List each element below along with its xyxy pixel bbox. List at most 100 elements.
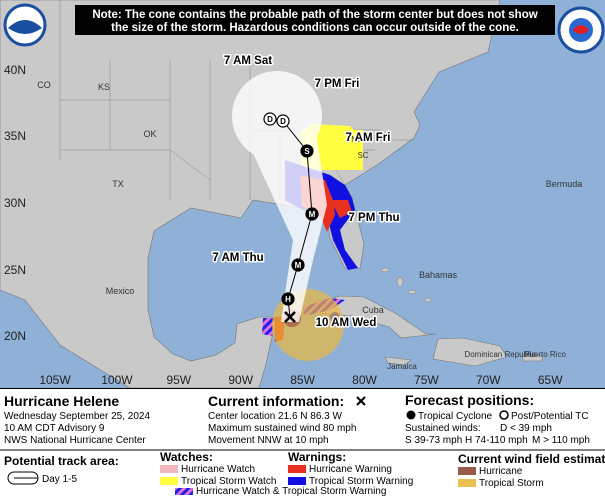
hurricane-watch-and-tropical-storm-warning <box>262 318 274 336</box>
place-label: OK <box>143 129 156 139</box>
place-label: NC <box>351 135 363 144</box>
ts-watch-swatch <box>160 477 178 485</box>
forecast-time: 10 AM Wed <box>316 317 377 329</box>
forecast-point <box>276 114 290 128</box>
longitude-label: 95W <box>166 373 191 387</box>
place-label: SC <box>357 151 368 160</box>
track-day: Day 1-5 <box>42 474 77 485</box>
forecast-time: 7 AM Fri <box>346 132 391 144</box>
wind-ts-swatch <box>458 479 476 487</box>
combo: Hurricane Watch & Tropical Storm Warning <box>196 486 386 496</box>
forecast-title: Forecast positions: <box>405 392 534 408</box>
longitude-label: 65W <box>538 373 563 387</box>
map-labels: 40N 35N 30N 25N 20N 105W 100W 95W 90W 85W 80W 75W 70… <box>4 54 583 388</box>
forecast-point <box>305 207 319 221</box>
track-title: Potential track area: <box>4 454 119 468</box>
forecast-markers: D D S M M H <box>263 112 319 306</box>
intensity-label: D <box>267 115 273 124</box>
place-label: KS <box>98 82 110 92</box>
forecast-m: M > 110 mph <box>532 435 590 446</box>
forecast-point <box>291 258 305 272</box>
place-label: Dominican Republic <box>464 350 535 359</box>
storm-name: Hurricane Helene <box>4 393 119 409</box>
advisory: 10 AM CDT Advisory 9 <box>4 423 105 434</box>
forecast-point <box>263 112 277 126</box>
place-label: Cuba <box>362 305 384 315</box>
ts-watch: Tropical Storm Watch <box>181 476 276 487</box>
map: D D S M M H 40N 35N 30N 25N 20N 105W 100W 95W 90W 85W 8… <box>0 0 605 389</box>
post-icon <box>499 410 509 420</box>
warnings-title: Warnings: <box>288 450 346 464</box>
forecast-post: Post/Potential TC <box>511 411 589 422</box>
longitude-label: 70W <box>476 373 501 387</box>
hurricane-watch: Hurricane Watch <box>181 464 255 475</box>
bahamas <box>380 267 432 303</box>
wind-title: Current wind field estimate: <box>458 452 605 466</box>
watches-title: Watches: <box>160 450 213 464</box>
intensity-label: M <box>309 210 316 219</box>
cone <box>232 71 327 322</box>
wind-hurricane-swatch <box>458 467 476 475</box>
ts-warning-swatch <box>288 477 306 485</box>
issued: Wednesday September 25, 2024 <box>4 411 150 422</box>
forecast-time: 7 AM Sat <box>224 55 272 67</box>
intensity-label: D <box>280 117 286 126</box>
place-label: Mexico <box>106 286 135 296</box>
forecast-time: 7 AM Thu <box>212 252 263 264</box>
hurricane-warning-swatch <box>288 465 306 473</box>
intensity-label: H <box>285 295 291 304</box>
current-icon <box>356 396 366 406</box>
note-line: the size of the storm. Hazardous conditi… <box>111 22 519 34</box>
forecast-d: D < 39 mph <box>500 423 552 434</box>
place-label: Bahamas <box>419 270 458 280</box>
place-label: Bermuda <box>546 179 583 189</box>
current-position <box>284 311 296 323</box>
latitude-label: 35N <box>4 129 26 143</box>
place-label: TX <box>112 179 124 189</box>
forecast-point <box>281 292 295 306</box>
longitude-label: 75W <box>414 373 439 387</box>
place-label: Puerto Rico <box>524 350 566 359</box>
forecast-s: S 39-73 mph <box>405 435 462 446</box>
puerto-rico <box>522 354 543 362</box>
current-title: Current information: <box>208 393 344 409</box>
hispaniola <box>432 337 508 367</box>
hurricane-warning <box>330 200 352 218</box>
noaa-logo <box>3 3 47 47</box>
longitude-label: 105W <box>39 373 71 387</box>
note-box <box>75 5 555 35</box>
intensity-label: M <box>295 261 302 270</box>
place-label: CO <box>37 80 51 90</box>
wind-hurricane: Hurricane <box>479 466 523 477</box>
longitude-label: 80W <box>352 373 377 387</box>
intensity-label: S <box>304 147 310 156</box>
jamaica <box>384 356 412 366</box>
longitude-label: 100W <box>101 373 133 387</box>
ts-warning: Tropical Storm Warning <box>309 476 413 487</box>
longitude-label: 90W <box>228 373 253 387</box>
current-line: Center location 21.6 N 86.3 W <box>208 411 343 422</box>
place-label: Jamaica <box>387 362 417 371</box>
forecast-time: 7 PM Thu <box>348 212 399 224</box>
nws-logo <box>557 6 605 54</box>
hurricane-warning: Hurricane Warning <box>309 464 392 475</box>
forecast-h: H 74-110 mph <box>465 435 528 446</box>
forecast-winds: Sustained winds: <box>405 423 481 434</box>
latitude-label: 25N <box>4 263 26 277</box>
forecast-time: 7 PM Fri <box>315 78 360 90</box>
office: NWS National Hurricane Center <box>4 435 146 446</box>
current-line: Movement NNW at 10 mph <box>208 435 329 446</box>
wind-ts: Tropical Storm <box>479 478 544 489</box>
current-line: Maximum sustained wind 80 mph <box>208 423 356 434</box>
hurricane-watch-swatch <box>160 465 178 473</box>
latitude-label: 20N <box>4 329 26 343</box>
latitude-label: 40N <box>4 63 26 77</box>
combo-swatch <box>175 488 193 495</box>
cyclone-icon <box>406 410 416 420</box>
latitude-label: 30N <box>4 196 26 210</box>
forecast-point <box>300 144 314 158</box>
note-line: Note: The cone contains the probable pat… <box>92 9 537 21</box>
longitude-label: 85W <box>290 373 315 387</box>
forecast-cyclone: Tropical Cyclone <box>418 411 493 422</box>
